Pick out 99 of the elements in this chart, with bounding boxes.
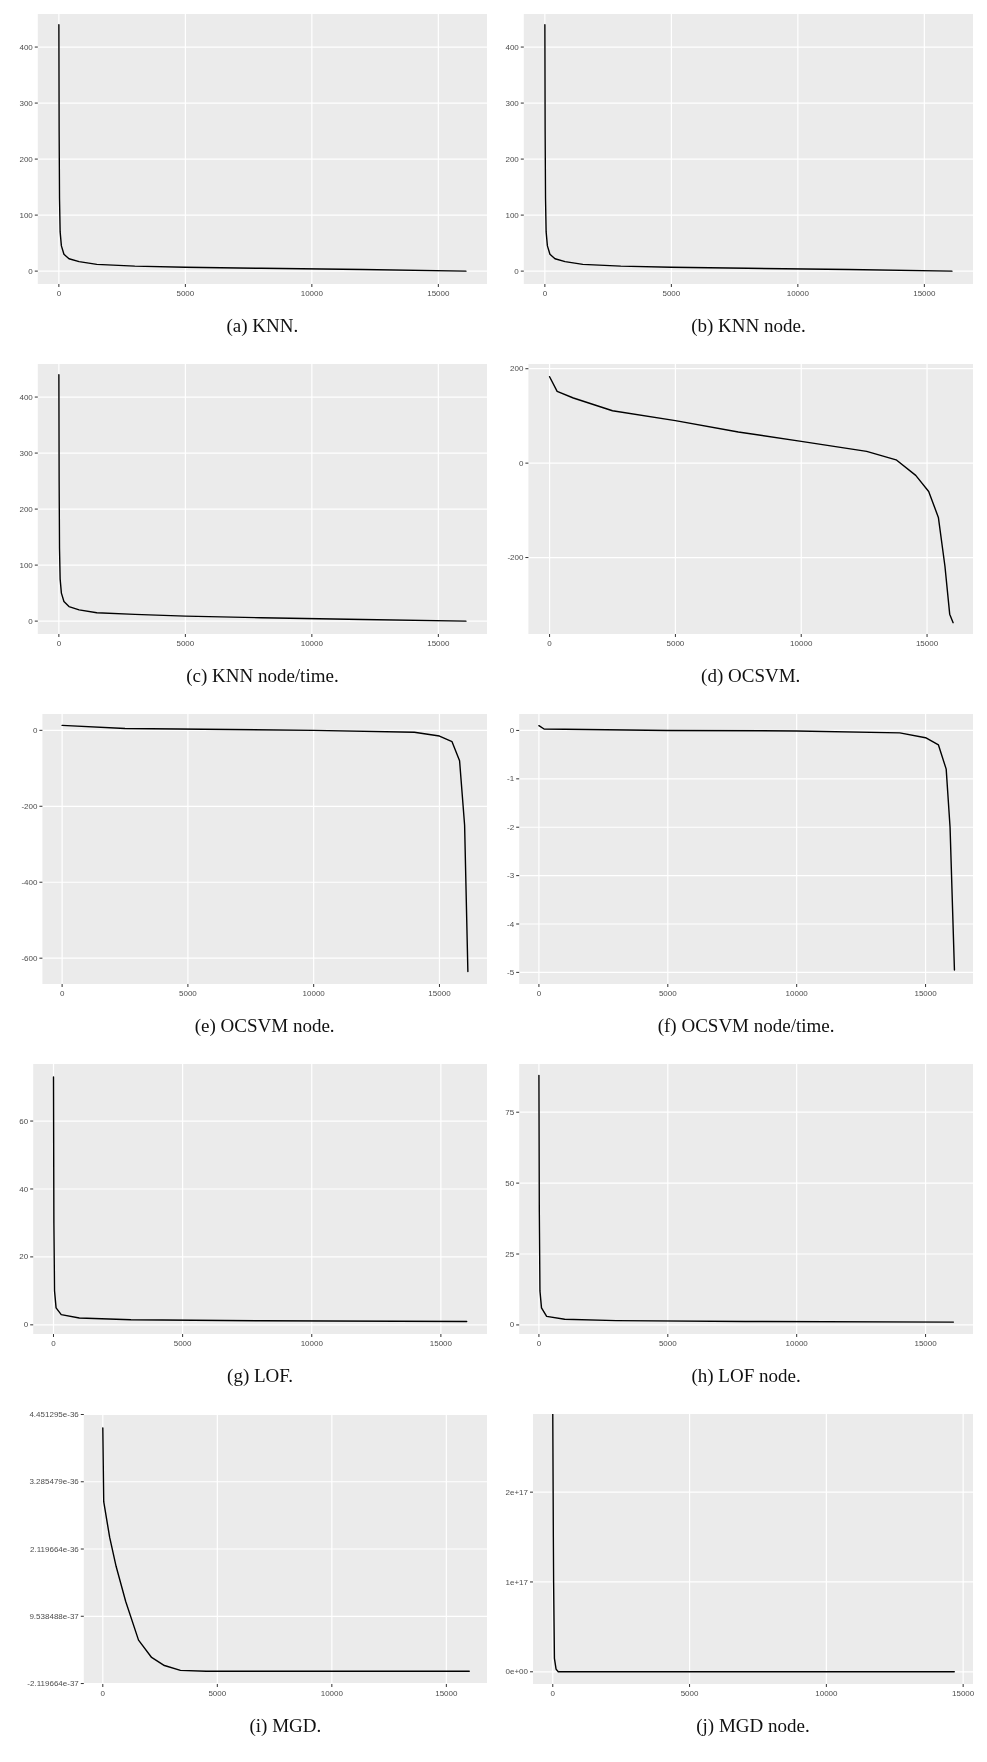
x-tick-label: 10000 (300, 289, 324, 298)
x-tick-label: 15000 (914, 1339, 938, 1348)
y-tick-label: -2 (507, 822, 515, 832)
x-tick-label: 15000 (427, 639, 451, 648)
x-tick-label: 5000 (208, 1689, 227, 1698)
x-tick-label: 15000 (915, 639, 939, 648)
x-tick-label: 10000 (815, 1689, 839, 1698)
x-tick-label: 10000 (790, 639, 813, 648)
x-tick-label: 0 (550, 1689, 556, 1698)
y-tick-label: 100 (505, 210, 520, 220)
x-tick-label: 10000 (302, 989, 326, 998)
x-tick-label: 5000 (666, 639, 685, 648)
x-tick-label: 5000 (658, 1339, 678, 1348)
y-tick-label: 200 (19, 504, 34, 514)
x-tick-label: 15000 (952, 1689, 975, 1698)
x-tick-label: 10000 (786, 289, 810, 298)
y-tick-label: 400 (19, 392, 34, 402)
y-tick-label: 0 (28, 616, 34, 626)
y-tick-label: 300 (19, 98, 34, 108)
x-tick-label: 15000 (913, 289, 937, 298)
y-tick-label: 0 (23, 1320, 29, 1330)
y-tick-label: 1e+17 (505, 1577, 529, 1587)
x-tick-label: 5000 (680, 1689, 700, 1698)
y-tick-label: 50 (505, 1178, 515, 1188)
y-tick-label: 0 (28, 266, 34, 276)
x-tick-label: 5000 (176, 639, 195, 648)
y-tick-label: 300 (19, 448, 34, 458)
y-tick-label: -3 (507, 871, 515, 881)
line-series (58, 23, 467, 272)
y-tick-label: 100 (19, 210, 34, 220)
x-tick-label: 5000 (173, 1339, 193, 1348)
line-series (52, 1076, 468, 1323)
line-series (58, 373, 467, 622)
x-tick-label: 5000 (662, 289, 681, 298)
x-tick-label: 5000 (176, 289, 195, 298)
x-tick-label: 15000 (428, 989, 452, 998)
x-tick-label: 10000 (300, 639, 324, 648)
x-tick-label: 0 (59, 989, 65, 998)
x-tick-label: 15000 (914, 989, 938, 998)
y-tick-label: 0 (514, 266, 520, 276)
x-tick-label: 10000 (785, 1339, 809, 1348)
y-tick-label: 0 (509, 1320, 515, 1330)
y-tick-label: -5 (507, 967, 515, 977)
text: (e) OCSVM node. (194, 1015, 335, 1037)
y-tick-label: 2e+17 (505, 1487, 529, 1497)
line-series (61, 724, 469, 973)
line-series (548, 376, 954, 624)
y-tick-label: 25 (505, 1249, 515, 1259)
y-tick-label: -1 (507, 774, 515, 784)
y-tick-label: 0e+00 (505, 1667, 529, 1677)
y-tick-label: 40 (19, 1184, 29, 1194)
text: (f) OCSVM node/time. (657, 1015, 835, 1037)
x-tick-label: 0 (542, 289, 548, 298)
text: (h) LOF node. (691, 1365, 801, 1387)
line-series (538, 1074, 955, 1323)
y-tick-label: 0 (518, 458, 524, 468)
y-tick-label: 300 (505, 98, 520, 108)
y-tick-label: 4.451295e-36 (29, 1410, 80, 1420)
x-tick-label: 0 (536, 989, 542, 998)
y-tick-label: 3.285479e-36 (29, 1477, 80, 1487)
x-tick-label: 10000 (785, 989, 809, 998)
line-series (538, 724, 956, 971)
x-tick-label: 15000 (435, 1689, 459, 1698)
text: (b) KNN node. (691, 315, 806, 337)
y-tick-label: 200 (510, 364, 524, 374)
x-tick-label: 10000 (320, 1689, 344, 1698)
text: (g) LOF. (227, 1365, 294, 1387)
x-tick-label: 5000 (658, 989, 678, 998)
x-tick-label: 15000 (429, 1339, 453, 1348)
text: (d) OCSVM. (701, 665, 801, 687)
x-tick-label: 0 (547, 639, 553, 648)
y-tick-label: 9.538488e-37 (29, 1611, 80, 1621)
text: (j) MGD node. (696, 1715, 810, 1737)
text: (c) KNN node/time. (186, 665, 339, 687)
line-series (544, 23, 953, 272)
y-tick-label: 100 (19, 560, 34, 570)
y-tick-label: -2.119664e-37 (27, 1679, 80, 1689)
text: (a) KNN. (226, 315, 299, 337)
y-tick-label: -600 (21, 953, 38, 963)
x-tick-label: 5000 (179, 989, 198, 998)
y-tick-label: 60 (19, 1116, 29, 1126)
y-tick-label: 75 (505, 1107, 515, 1117)
x-tick-label: 0 (100, 1689, 106, 1698)
y-tick-label: 2.119664e-36 (30, 1544, 80, 1554)
y-tick-label: -400 (21, 877, 38, 887)
y-tick-label: 200 (19, 154, 34, 164)
y-tick-label: 400 (19, 42, 34, 52)
y-tick-label: 400 (505, 42, 520, 52)
y-tick-label: 0 (509, 726, 515, 736)
y-tick-label: -200 (21, 801, 38, 811)
text: (i) MGD. (249, 1715, 322, 1737)
y-tick-label: -200 (507, 553, 524, 563)
y-tick-label: 0 (32, 725, 38, 735)
y-tick-label: 200 (505, 154, 520, 164)
x-tick-label: 10000 (300, 1339, 324, 1348)
x-tick-label: 0 (536, 1339, 542, 1348)
x-tick-label: 15000 (427, 289, 451, 298)
y-tick-label: 20 (19, 1252, 29, 1262)
y-tick-label: -4 (507, 919, 515, 929)
